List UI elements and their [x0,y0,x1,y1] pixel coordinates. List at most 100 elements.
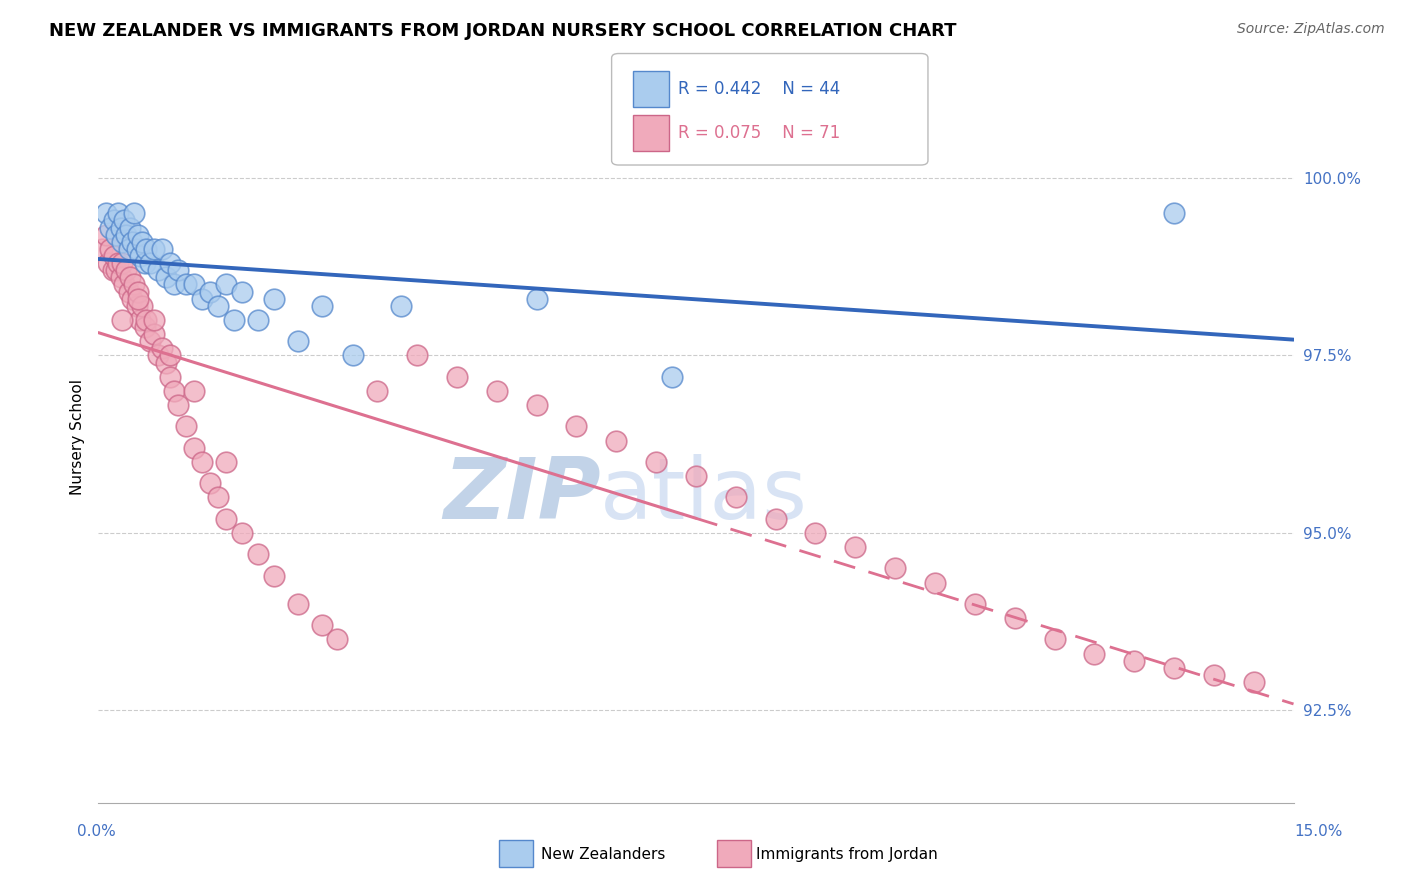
Point [163,277,186,292]
Point [135,313,157,327]
Point [128,249,150,263]
Point [215,277,238,292]
Point [174,419,197,434]
Y-axis label: Nursery School: Nursery School [69,379,84,495]
Point [326,632,349,647]
Point [121,292,143,306]
Point [115,227,138,242]
Text: ZIP: ZIP [443,454,600,537]
Point [311,618,333,632]
Point [342,348,364,362]
Point [112,277,135,292]
Point [139,256,162,270]
Point [118,242,141,256]
Point [1083,647,1105,661]
Point [118,285,141,299]
Point [526,292,548,306]
Point [110,270,132,285]
Point [148,348,170,362]
Point [131,299,153,313]
Point [98,242,122,256]
Point [183,441,205,455]
Point [207,491,229,505]
Text: 0.0%: 0.0% [77,824,117,838]
Point [485,384,508,398]
Point [183,277,205,292]
Point [1243,675,1265,690]
Point [127,227,149,242]
Point [1163,661,1185,675]
Point [246,547,269,561]
Point [159,348,181,362]
Point [104,263,127,277]
Point [231,285,253,299]
Point [125,299,148,313]
Point [1202,668,1225,682]
Point [191,292,214,306]
Point [231,525,253,540]
Point [107,256,129,270]
Point [110,220,132,235]
Point [446,369,468,384]
Point [246,313,269,327]
Point [134,256,156,270]
Point [963,597,986,611]
Point [222,313,245,327]
Text: R = 0.075    N = 71: R = 0.075 N = 71 [678,124,839,142]
Point [139,334,162,349]
Point [167,263,190,277]
Point [1163,206,1185,220]
Point [143,242,166,256]
Point [103,249,125,263]
Text: R = 0.442    N = 44: R = 0.442 N = 44 [678,80,839,98]
Point [107,206,129,220]
Point [124,277,146,292]
Point [215,512,238,526]
Point [191,455,214,469]
Point [127,285,149,299]
Point [131,235,153,249]
Point [884,561,907,575]
Point [143,313,166,327]
Point [287,597,309,611]
Text: Immigrants from Jordan: Immigrants from Jordan [756,847,938,863]
Point [287,334,309,349]
Point [1004,611,1026,625]
Point [115,263,138,277]
Point [263,568,285,582]
Point [183,384,205,398]
Point [134,320,156,334]
Point [155,270,177,285]
Point [97,256,120,270]
Point [605,434,627,448]
Point [924,575,946,590]
Point [96,227,118,242]
Point [661,369,683,384]
Point [406,348,429,362]
Point [120,270,142,285]
Point [159,256,181,270]
Point [120,220,142,235]
Point [526,398,548,412]
Point [128,313,150,327]
Point [104,227,127,242]
Point [91,242,114,256]
Point [565,419,588,434]
Point [143,327,166,342]
Text: atlas: atlas [600,454,808,537]
Point [645,455,668,469]
Point [103,213,125,227]
Point [263,292,285,306]
Point [366,384,388,398]
Point [163,384,186,398]
Point [98,220,122,235]
Point [724,491,747,505]
Point [1043,632,1066,647]
Point [389,299,412,313]
Point [159,369,181,384]
Point [111,256,134,270]
Point [167,398,190,412]
Point [148,263,170,277]
Point [765,512,787,526]
Point [198,476,221,491]
